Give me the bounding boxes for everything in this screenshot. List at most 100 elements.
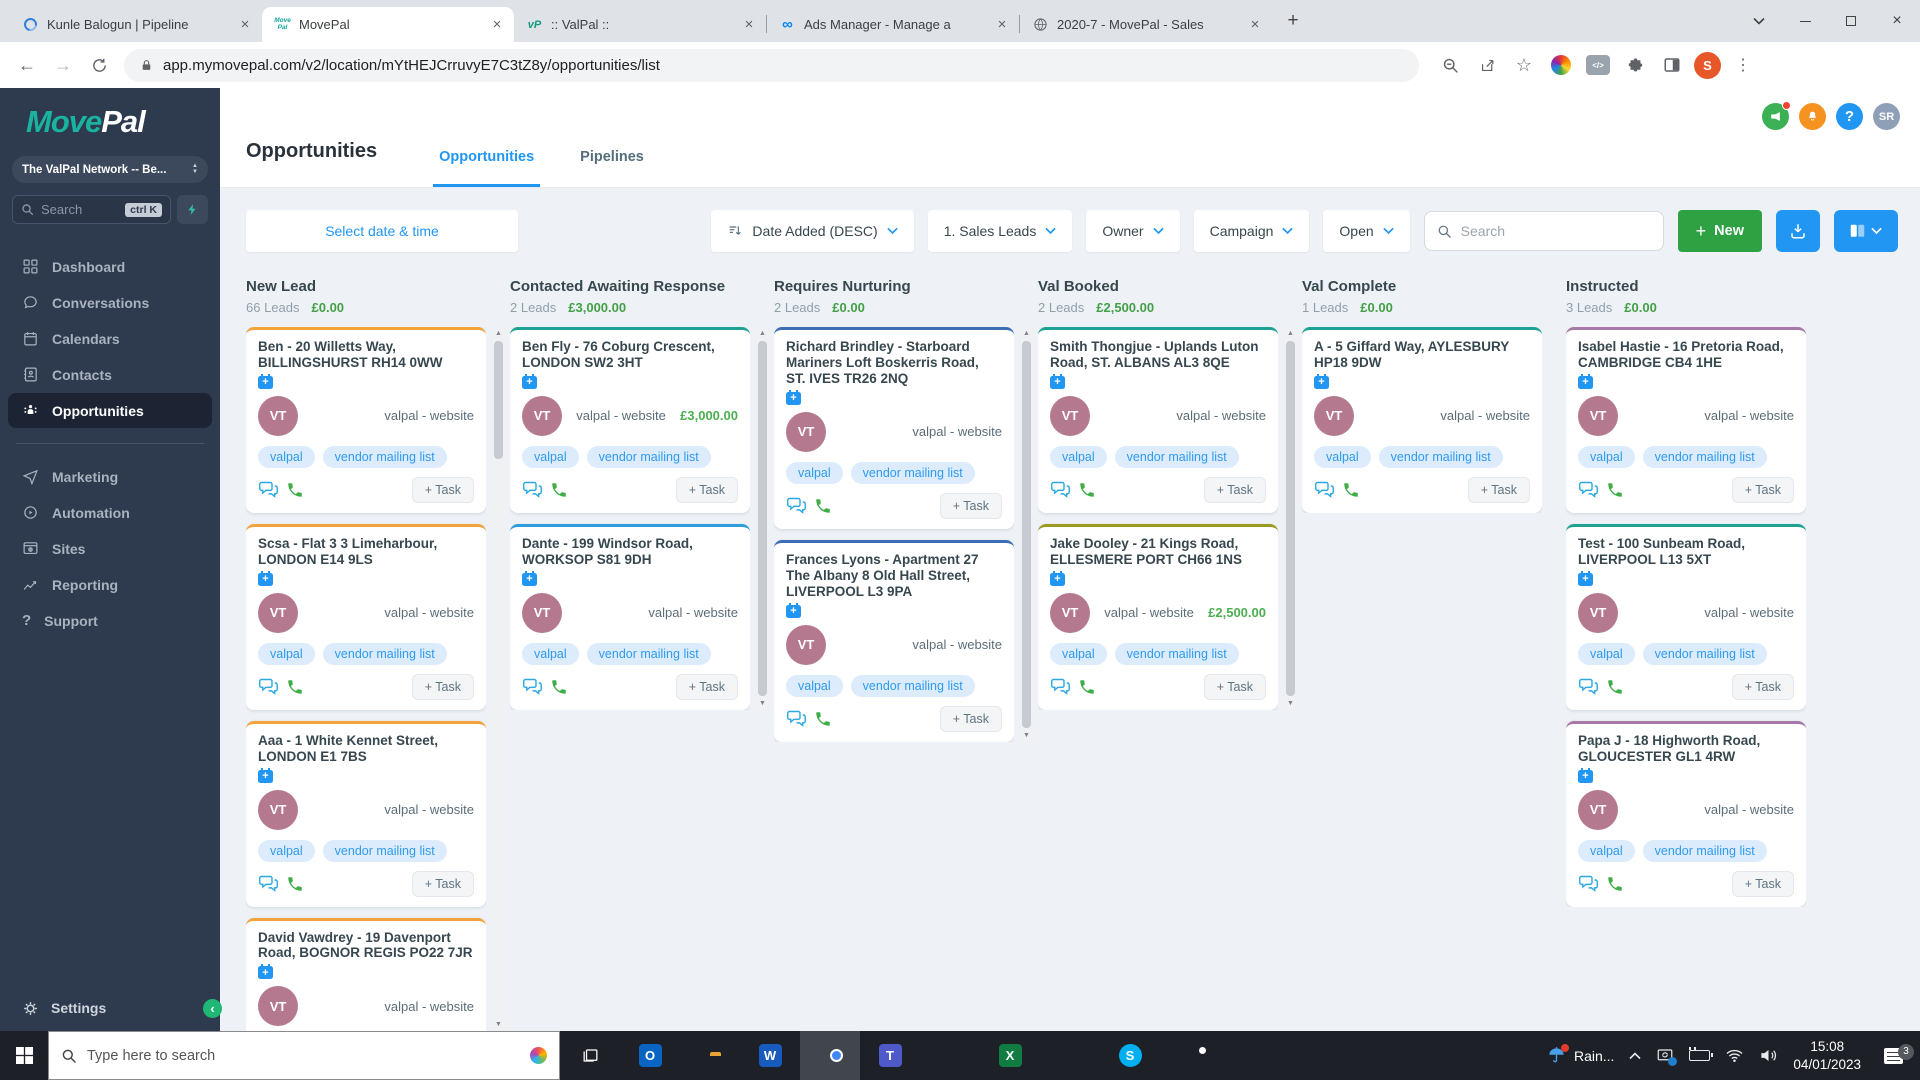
tag-pill[interactable]: vendor mailing list	[850, 461, 975, 484]
sidebar-collapse-button[interactable]: ‹	[203, 999, 222, 1018]
tag-pill[interactable]: valpal	[1050, 445, 1107, 468]
tag-pill[interactable]: valpal	[522, 642, 579, 665]
opportunity-card[interactable]: Jake Dooley - 21 Kings Road, ELLESMERE P…	[1038, 523, 1278, 710]
opportunity-search-field[interactable]	[1423, 211, 1664, 251]
opportunity-card[interactable]: A - 5 Giffard Way, AYLESBURY HP18 9DW + VT…	[1302, 327, 1542, 513]
phone-icon[interactable]	[1606, 481, 1624, 499]
tab-pipelines[interactable]: Pipelines	[580, 149, 644, 165]
export-button[interactable]	[1776, 210, 1820, 252]
tag-pill[interactable]: valpal	[786, 674, 843, 697]
help-button[interactable]: ?	[1836, 103, 1863, 130]
sidebar-item-contacts[interactable]: Contacts	[8, 357, 212, 392]
tray-chevron-up-icon[interactable]	[1629, 1051, 1641, 1060]
battery-icon[interactable]	[1689, 1047, 1714, 1061]
sidebar-item-conversations[interactable]: Conversations	[8, 285, 212, 320]
taskbar-clock[interactable]: 15:08 04/01/2023	[1793, 1038, 1861, 1073]
taskbar-search-box[interactable]	[48, 1031, 560, 1080]
contact-avatar[interactable]: VT	[1578, 395, 1618, 436]
code-extension-icon[interactable]: </>	[1583, 50, 1613, 80]
browser-tab[interactable]: Move Pal MovePal ×	[262, 7, 514, 42]
scroll-down-icon[interactable]: ▼	[1023, 731, 1030, 739]
scrollbar-thumb[interactable]	[1022, 341, 1031, 728]
scroll-down-icon[interactable]: ▼	[495, 1021, 502, 1028]
contact-avatar[interactable]: VT	[1578, 592, 1618, 633]
tab-opportunities[interactable]: Opportunities	[433, 149, 541, 187]
sidebar-item-opportunities[interactable]: Opportunities	[8, 393, 212, 428]
contact-avatar[interactable]: VT	[522, 395, 562, 436]
tag-pill[interactable]: valpal	[1578, 445, 1635, 468]
workspace-selector[interactable]: The ValPal Network -- Be... ▲ ▼	[12, 156, 208, 183]
chat-icon[interactable]	[1050, 676, 1071, 697]
share-icon[interactable]	[1472, 50, 1502, 80]
column-scrollbar[interactable]: ▲ ▼	[492, 327, 505, 1031]
contact-avatar[interactable]: VT	[258, 592, 298, 633]
back-icon[interactable]: ←	[18, 54, 36, 75]
browser-tab[interactable]: Kunle Balogun | Pipeline ×	[10, 7, 262, 42]
calendar-plus-icon[interactable]: +	[258, 964, 273, 980]
taskbar-app-teams[interactable]: T	[860, 1031, 920, 1080]
opportunity-card[interactable]: Isabel Hastie - 16 Pretoria Road, CAMBRI…	[1566, 327, 1806, 513]
add-task-button[interactable]: + Task	[1203, 476, 1266, 503]
scroll-up-icon[interactable]: ▲	[759, 330, 766, 337]
taskbar-app-task-view[interactable]	[560, 1031, 620, 1080]
contact-avatar[interactable]: VT	[786, 411, 826, 452]
tag-pill[interactable]: vendor mailing list	[586, 445, 711, 468]
announcements-button[interactable]	[1762, 101, 1791, 130]
new-tab-button[interactable]: +	[1287, 10, 1299, 31]
window-minimize-button[interactable]	[1782, 0, 1828, 42]
quick-actions-button[interactable]	[177, 195, 208, 224]
chat-icon[interactable]	[786, 495, 807, 516]
chat-icon[interactable]	[1314, 479, 1335, 500]
tag-pill[interactable]: vendor mailing list	[1378, 445, 1503, 468]
opportunity-card[interactable]: Papa J - 18 Highworth Road, GLOUCESTER G…	[1566, 720, 1806, 907]
opportunity-card[interactable]: Dante - 199 Windsor Road, WORKSOP S81 9D…	[510, 523, 750, 710]
contact-avatar[interactable]: VT	[1578, 789, 1618, 830]
add-task-button[interactable]: + Task	[1731, 673, 1794, 700]
tag-pill[interactable]: valpal	[258, 642, 315, 665]
tag-pill[interactable]: valpal	[1050, 642, 1107, 665]
search-input[interactable]	[1460, 223, 1651, 239]
weather-widget[interactable]: Rain...	[1547, 1044, 1614, 1065]
column-scrollbar[interactable]: ▲ ▼	[1020, 327, 1033, 742]
extensions-puzzle-icon[interactable]	[1620, 50, 1650, 80]
tag-pill[interactable]: vendor mailing list	[1114, 445, 1239, 468]
campaign-dropdown[interactable]: Campaign	[1193, 210, 1310, 252]
phone-icon[interactable]	[1078, 481, 1096, 499]
calendar-plus-icon[interactable]: +	[786, 389, 801, 405]
notification-center-button[interactable]: 3	[1876, 1043, 1914, 1064]
reload-icon[interactable]	[82, 48, 116, 82]
window-maximize-button[interactable]	[1828, 0, 1874, 42]
tab-close-icon[interactable]: ×	[997, 16, 1007, 33]
chat-icon[interactable]	[786, 708, 807, 729]
forward-icon[interactable]: →	[54, 54, 72, 75]
contact-avatar[interactable]: VT	[522, 592, 562, 633]
taskbar-search-input[interactable]	[87, 1047, 520, 1064]
add-task-button[interactable]: + Task	[411, 673, 474, 700]
calendar-plus-icon[interactable]: +	[1578, 767, 1593, 783]
opportunity-card[interactable]: Ben Fly - 76 Coburg Crescent, LONDON SW2…	[510, 327, 750, 513]
add-task-button[interactable]: + Task	[1731, 870, 1794, 897]
calendar-plus-icon[interactable]: +	[258, 373, 273, 389]
column-scrollbar[interactable]: ▲ ▼	[756, 327, 769, 710]
tag-pill[interactable]: valpal	[1578, 642, 1635, 665]
volume-icon[interactable]	[1759, 1046, 1778, 1065]
tab-close-icon[interactable]: ×	[240, 16, 250, 33]
opportunity-card[interactable]: Ben - 20 Willetts Way, BILLINGSHURST RH1…	[246, 327, 486, 513]
contact-avatar[interactable]: VT	[786, 624, 826, 665]
scroll-down-icon[interactable]: ▼	[1287, 699, 1294, 707]
tag-pill[interactable]: valpal	[786, 461, 843, 484]
taskbar-app-firefox[interactable]	[1040, 1031, 1100, 1080]
contact-avatar[interactable]: VT	[258, 986, 298, 1027]
taskbar-app-chrome[interactable]	[800, 1031, 860, 1080]
pipeline-dropdown[interactable]: 1. Sales Leads	[927, 210, 1073, 252]
calendar-plus-icon[interactable]: +	[522, 373, 537, 389]
tag-pill[interactable]: vendor mailing list	[1114, 642, 1239, 665]
tab-search-chevron-icon[interactable]	[1736, 0, 1782, 42]
column-scrollbar[interactable]: ▲ ▼	[1284, 327, 1297, 710]
tag-pill[interactable]: vendor mailing list	[1642, 642, 1767, 665]
scroll-down-icon[interactable]: ▼	[759, 699, 766, 707]
browser-tab[interactable]: 2020-7 - MovePal - Sales ×	[1020, 7, 1272, 42]
chat-icon[interactable]	[258, 676, 279, 697]
user-avatar[interactable]: SR	[1873, 103, 1900, 130]
add-task-button[interactable]: + Task	[411, 476, 474, 503]
